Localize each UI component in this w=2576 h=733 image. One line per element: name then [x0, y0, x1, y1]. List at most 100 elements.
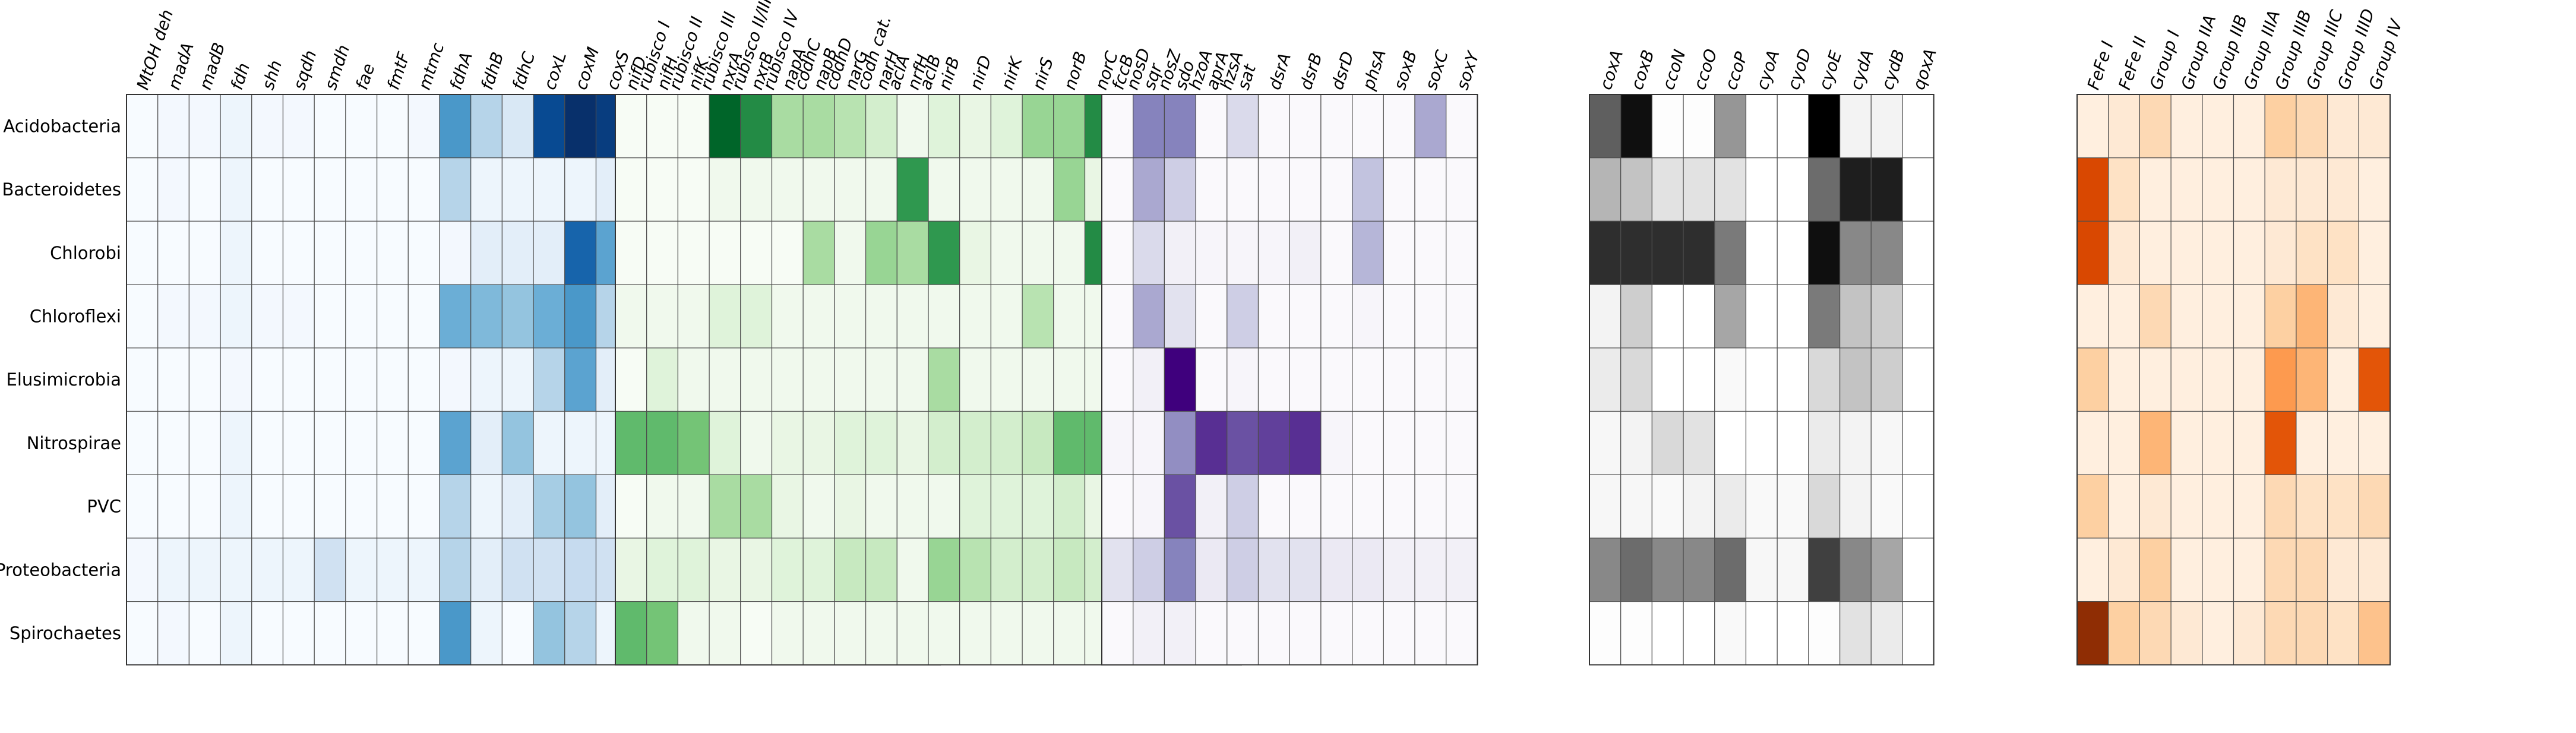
- column-label: fae: [352, 61, 379, 92]
- row-label: Chloroflexi: [30, 306, 121, 326]
- heatmap-cell: [407, 410, 440, 475]
- heatmap-cell: [2108, 284, 2140, 349]
- heatmap-cell: [1745, 94, 1778, 159]
- heatmap-cell: [1320, 538, 1353, 602]
- heatmap-cell: [1620, 94, 1652, 159]
- column-label: FeFe I: [2084, 39, 2117, 92]
- heatmap-cell: [2264, 157, 2297, 222]
- heatmap-cell: [1589, 284, 1622, 349]
- heatmap-cell: [1383, 94, 1415, 159]
- heatmap-cell: [1053, 601, 1086, 665]
- heatmap-cell: [2076, 284, 2109, 349]
- heatmap-cell: [928, 347, 960, 412]
- heatmap-cell: [990, 538, 1023, 602]
- heatmap-cell: [220, 410, 252, 475]
- heatmap-cell: [407, 347, 440, 412]
- heatmap-cell: [709, 474, 741, 539]
- heatmap-cell: [439, 284, 472, 349]
- heatmap-cell: [1164, 94, 1196, 159]
- heatmap-cell: [501, 474, 534, 539]
- heatmap-cell: [2327, 538, 2359, 602]
- column-label: soxC: [1421, 48, 1452, 92]
- heatmap-cell: [314, 347, 346, 412]
- heatmap-cell: [959, 410, 991, 475]
- heatmap-cell: [376, 284, 409, 349]
- heatmap-cell: [220, 474, 252, 539]
- heatmap-cell: [1022, 410, 1054, 475]
- heatmap-cell: [990, 157, 1023, 222]
- heatmap-cell: [1683, 220, 1715, 285]
- heatmap-cell: [1022, 474, 1054, 539]
- heatmap-cell: [928, 94, 960, 159]
- heatmap-cell: [646, 347, 678, 412]
- heatmap-cell: [2170, 220, 2203, 285]
- heatmap-cell: [345, 538, 378, 602]
- heatmap-cell: [1101, 220, 1134, 285]
- heatmap-panel: coxA coxB ccoN ccoO ccoP cyoA cyoD cyoE cydA cydB…: [1589, 46, 1940, 666]
- heatmap-cell: [1902, 220, 1935, 285]
- heatmap-cell: [533, 284, 565, 349]
- heatmap-cell: [896, 347, 929, 412]
- heatmap-cell: [1383, 347, 1415, 412]
- heatmap-cell: [2108, 157, 2140, 222]
- heatmap-cell: [1289, 347, 1322, 412]
- heatmap-cell: [1289, 94, 1322, 159]
- heatmap-cell: [709, 410, 741, 475]
- heatmap-cell: [2076, 347, 2109, 412]
- heatmap-cell: [1320, 220, 1353, 285]
- heatmap-cell: [2358, 220, 2391, 285]
- heatmap-cell: [314, 474, 346, 539]
- column-label: FeFe II: [2114, 34, 2150, 92]
- row-label: Proteobacteria: [0, 560, 121, 580]
- heatmap-cell: [2202, 347, 2234, 412]
- heatmap-cell: [188, 410, 221, 475]
- heatmap-cell: [802, 474, 835, 539]
- heatmap-cell: [1808, 284, 1841, 349]
- heatmap-cell: [470, 601, 503, 665]
- heatmap-cell: [1651, 284, 1684, 349]
- heatmap-cell: [1870, 601, 1903, 665]
- heatmap-cell: [126, 601, 159, 665]
- heatmap-cell: [1714, 220, 1747, 285]
- heatmap-cell: [282, 220, 315, 285]
- heatmap-cell: [157, 347, 190, 412]
- heatmap-cell: [771, 601, 804, 665]
- heatmap-cell: [157, 157, 190, 222]
- heatmap-cell: [1839, 410, 1872, 475]
- heatmap-cell: [1257, 601, 1290, 665]
- column-label: dsrB: [1296, 50, 1326, 92]
- heatmap-cell: [1164, 410, 1196, 475]
- heatmap-cell: [376, 538, 409, 602]
- heatmap-cell: [1745, 157, 1778, 222]
- heatmap-cell: [709, 538, 741, 602]
- heatmap-cell: [2327, 284, 2359, 349]
- heatmap-cell: [1446, 220, 1478, 285]
- column-label: madA: [164, 40, 198, 93]
- heatmap-cell: [1133, 474, 1165, 539]
- heatmap-cell: [1683, 601, 1715, 665]
- heatmap-cell: [1714, 601, 1747, 665]
- heatmap-cell: [677, 284, 710, 349]
- heatmap-cell: [646, 474, 678, 539]
- heatmap-cell: [709, 601, 741, 665]
- heatmap-cell: [646, 284, 678, 349]
- heatmap-cell: [501, 410, 534, 475]
- heatmap-cell: [990, 347, 1023, 412]
- heatmap-cell: [188, 347, 221, 412]
- heatmap-cell: [2202, 94, 2234, 159]
- heatmap-cell: [2139, 157, 2172, 222]
- heatmap-cell: [1257, 284, 1290, 349]
- heatmap-cell: [1414, 601, 1447, 665]
- heatmap-cell: [2108, 474, 2140, 539]
- heatmap-cell: [771, 474, 804, 539]
- heatmap-cell: [1870, 347, 1903, 412]
- heatmap-cell: [1620, 284, 1652, 349]
- heatmap-cell: [615, 94, 647, 159]
- column-label: madB: [195, 40, 229, 93]
- heatmap-cell: [2202, 410, 2234, 475]
- heatmap-cell: [2139, 474, 2172, 539]
- heatmap-cell: [2202, 474, 2234, 539]
- heatmap-cell: [2327, 474, 2359, 539]
- heatmap-cell: [564, 220, 597, 285]
- heatmap-cell: [564, 347, 597, 412]
